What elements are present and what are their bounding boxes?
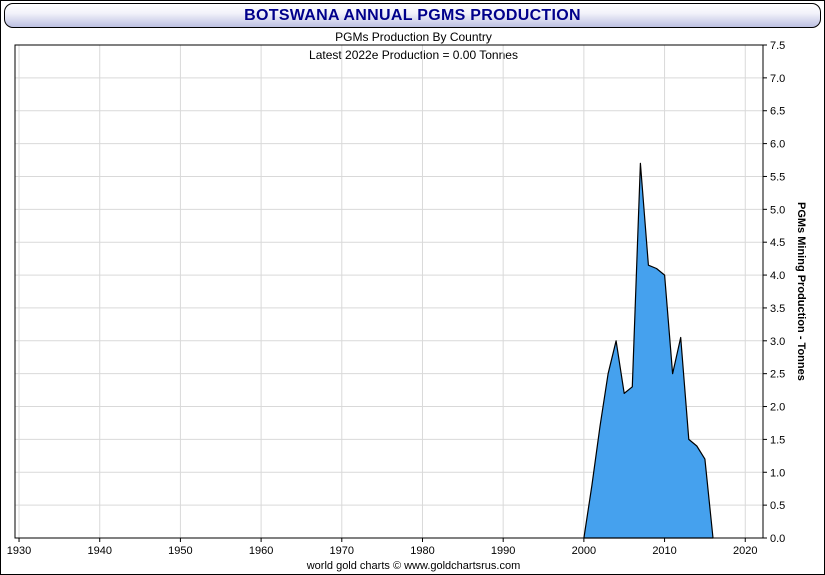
x-axis-tick-label: 1970 (330, 545, 354, 557)
plot-border (14, 44, 764, 539)
chart-subtitle: PGMs Production By Country (335, 30, 492, 44)
page-title: BOTSWANA ANNUAL PGMS PRODUCTION (244, 6, 581, 24)
y-axis-tick-label: 2.5 (770, 369, 785, 381)
x-axis-tick-label: 2000 (572, 545, 596, 557)
y-axis-tick-label: 5.0 (770, 204, 785, 216)
y-axis-tick-label: 6.5 (770, 106, 785, 118)
x-axis-tick-label: 1960 (249, 545, 273, 557)
y-axis-tick-label: 1.0 (770, 467, 785, 479)
y-axis-tick-label: 7.5 (770, 40, 785, 52)
y-axis-tick-label: 4.5 (770, 237, 785, 249)
x-axis-tick-label: 1930 (7, 545, 31, 557)
y-axis-tick-label: 5.5 (770, 171, 785, 183)
x-axis-tick-label: 1990 (491, 545, 515, 557)
x-axis-tick-label: 1940 (87, 545, 111, 557)
y-axis-tick-label: 7.0 (770, 73, 785, 85)
production-area-series (583, 162, 714, 539)
y-axis-tick-label: 0.5 (770, 500, 785, 512)
x-axis-tick-label: 1980 (410, 545, 434, 557)
y-axis-tick-label: 1.5 (770, 434, 785, 446)
x-axis-tick-label: 1950 (168, 545, 192, 557)
y-axis-tick-label: 6.0 (770, 139, 785, 151)
x-axis-tick-label: 2010 (652, 545, 676, 557)
y-axis-tick-label: 2.0 (770, 402, 785, 414)
x-axis-tick-label: 2020 (733, 545, 757, 557)
credit-line: world gold charts © www.goldchartsrus.co… (306, 560, 521, 572)
y-axis-tick-label: 3.5 (770, 303, 785, 315)
latest-production-annotation: Latest 2022e Production = 0.00 Tonnes (309, 48, 518, 62)
chart-title-bar: BOTSWANA ANNUAL PGMS PRODUCTION (4, 3, 821, 28)
y-axis-label: PGMs Mining Production - Tonnes (795, 202, 807, 381)
y-axis-tick-label: 4.0 (770, 270, 785, 282)
y-axis-tick-label: 3.0 (770, 336, 785, 348)
y-axis-tick-label: 0.0 (770, 533, 785, 545)
